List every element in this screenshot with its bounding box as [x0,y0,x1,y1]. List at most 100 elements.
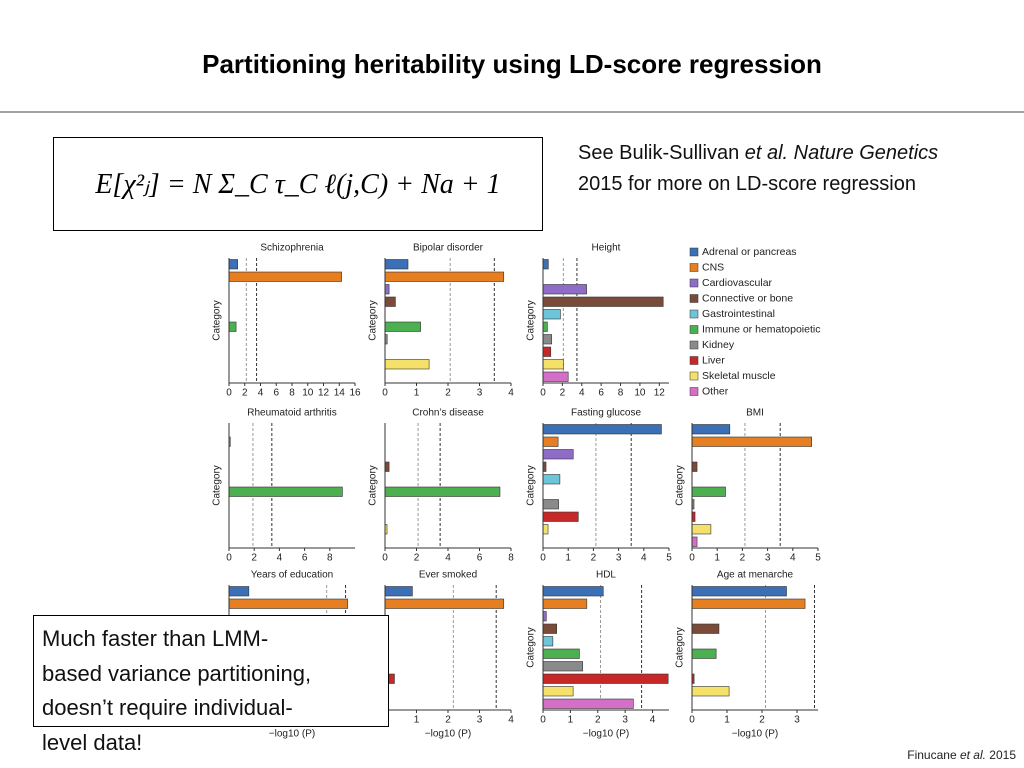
bar [542,424,662,435]
x-tick-label: 0 [226,553,232,564]
x-tick-label: 3 [616,553,622,564]
bar [228,259,238,270]
bar [542,524,549,535]
x-tick-label: 4 [790,553,796,564]
chart-title: HDL [596,570,616,581]
x-tick-label: 8 [618,388,624,399]
x-tick-label: 2 [251,553,257,564]
citation: Finucane et al. 2015 [907,748,1016,762]
chart-title: Ever smoked [419,570,477,581]
formula: E[χ²ⱼ] = N Σ_C τ_C ℓ(j,C) + Na + 1 [53,137,543,231]
bar [542,499,559,510]
x-tick-label: 4 [508,388,514,399]
x-tick-label: 4 [258,388,264,399]
x-tick-label: 0 [540,553,546,564]
legend-swatch [689,247,699,257]
chart-title: Crohn’s disease [412,408,484,419]
citation-text: et al. [959,748,986,762]
bar [228,586,250,597]
note-text: See Bulik-Sullivan [578,142,745,164]
legend-swatch [689,325,699,334]
bar [384,271,505,282]
x-tick-label: 5 [666,553,672,564]
x-tick-label: 3 [794,715,800,726]
y-axis-label: Category [368,465,379,506]
x-tick-label: 3 [622,715,628,726]
x-tick-label: 2 [414,553,420,564]
bar [384,586,413,597]
bar [691,461,698,472]
citation-text: 2015 [985,748,1016,762]
x-tick-label: 16 [349,388,361,399]
x-tick-label: 2 [445,388,451,399]
x-tick-label: 2 [242,388,248,399]
bar [542,586,604,597]
bar [691,623,720,634]
bar [691,686,730,697]
x-tick-label: 6 [302,553,308,564]
citation-text: Finucane [907,748,960,762]
legend-swatch [689,340,699,350]
x-tick-label: 2 [445,715,451,726]
y-axis-label: Category [675,627,686,668]
bar [691,586,787,597]
bar [228,271,342,282]
x-tick-label: 0 [689,715,695,726]
bar [691,436,812,447]
chart-title: BMI [746,408,764,419]
x-tick-label: 2 [759,715,765,726]
chart-title: Height [592,243,621,254]
x-tick-label: 0 [382,388,388,399]
legend-label: CNS [702,261,724,273]
slide-title: Partitioning heritability using LD-score… [202,49,822,79]
bar [384,359,430,370]
x-tick-label: 2 [591,553,597,564]
legend-swatch [689,387,699,396]
bar [384,321,421,332]
x-tick-label: 1 [414,715,420,726]
chart-title: Age at menarche [717,570,794,581]
bar [691,648,717,659]
bar [542,436,559,447]
legend-swatch [689,278,699,288]
x-tick-label: 4 [579,388,585,399]
x-tick-label: 0 [226,388,232,399]
x-tick-label: 14 [334,388,346,399]
x-tick-label: 12 [654,388,666,399]
x-tick-label: 0 [382,553,388,564]
x-tick-label: 12 [318,388,330,399]
x-tick-label: 1 [565,553,571,564]
y-axis-label: Category [675,465,686,506]
x-tick-label: 4 [445,553,451,564]
x-tick-label: 4 [277,553,283,564]
chart-title: Bipolar disorder [413,243,484,254]
y-axis-label: Category [212,465,223,506]
legend-swatch [689,263,699,272]
bar [542,309,561,320]
x-tick-label: 6 [477,553,483,564]
y-axis-label: Category [526,627,537,668]
x-axis-label: −log10 (P) [269,729,315,740]
chart-title: Years of education [251,570,333,581]
x-axis-label: −log10 (P) [425,729,471,740]
x-tick-label: 5 [815,553,821,564]
bar [542,623,557,634]
legend-label: Other [702,385,729,397]
chart-title: Schizophrenia [260,243,324,254]
bar [384,296,396,307]
x-tick-label: 10 [634,388,646,399]
bar [542,334,553,345]
bar [228,598,349,609]
legend-swatch [689,294,699,303]
legend-label: Kidney [702,339,735,351]
y-axis-label: Category [212,300,223,341]
legend-label: Immune or hematopoietic [702,323,820,335]
x-tick-label: 6 [598,388,604,399]
bar [691,536,698,547]
x-tick-label: 2 [740,553,746,564]
bar [691,598,806,609]
bar [228,486,343,497]
note: See Bulik-Sullivan et al. Nature Genetic… [578,138,968,200]
note-journal: et al. Nature Genetics [744,142,939,164]
